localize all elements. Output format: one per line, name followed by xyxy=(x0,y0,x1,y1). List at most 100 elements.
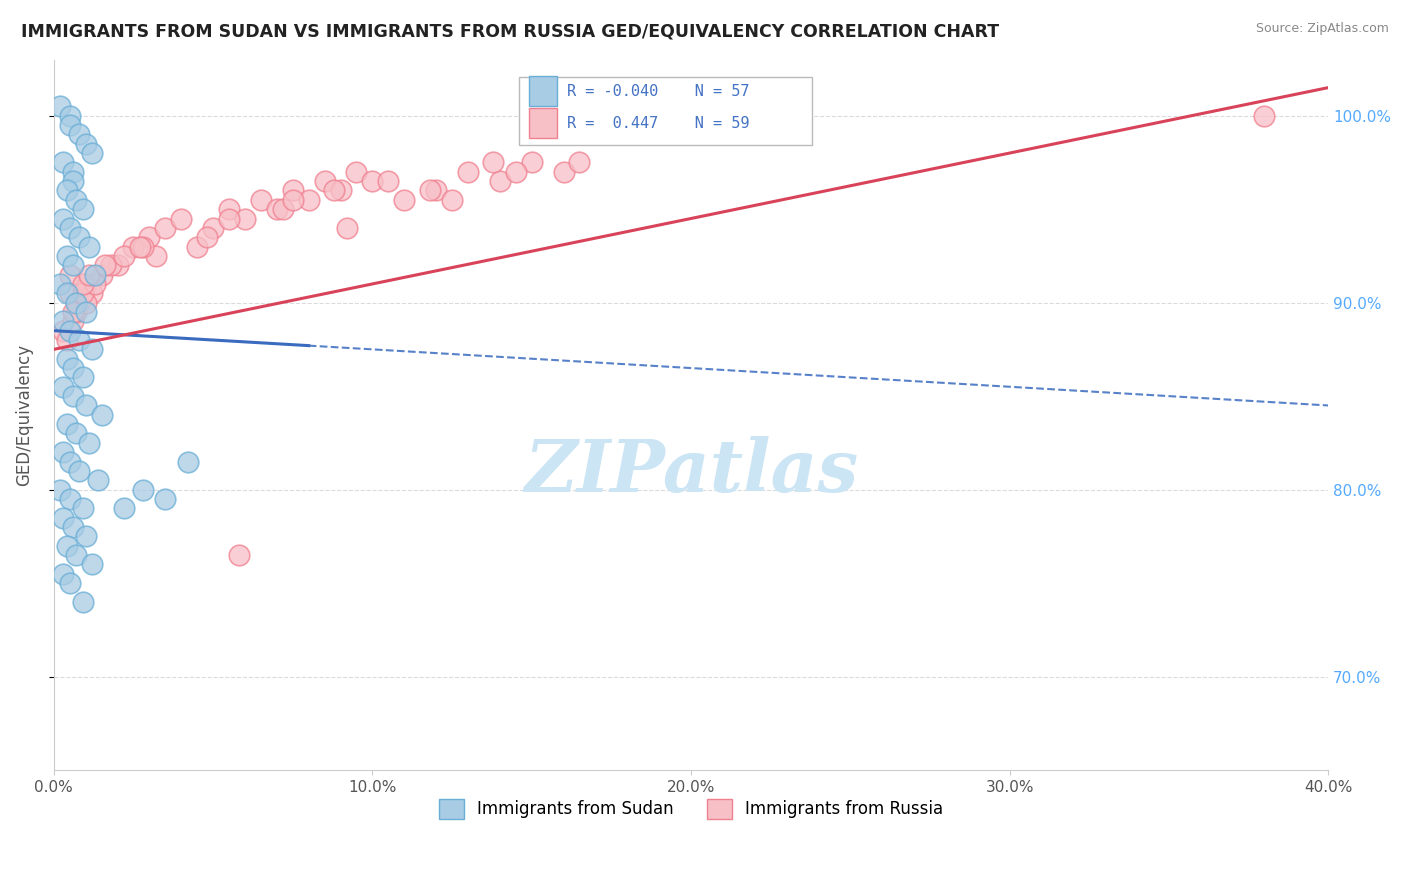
Point xyxy=(80,286,103,301)
Point xyxy=(75,529,97,543)
Point xyxy=(65,305,87,319)
Point xyxy=(55,249,77,263)
Point xyxy=(138,230,160,244)
Point xyxy=(65,295,87,310)
Point xyxy=(72,277,94,291)
Point xyxy=(75,136,97,151)
Point xyxy=(489,174,512,188)
Text: IMMIGRANTS FROM SUDAN VS IMMIGRANTS FROM RUSSIA GED/EQUIVALENCY CORRELATION CHAR: IMMIGRANTS FROM SUDAN VS IMMIGRANTS FROM… xyxy=(21,22,1000,40)
FancyBboxPatch shape xyxy=(529,76,557,106)
Text: R =  0.447    N = 59: R = 0.447 N = 59 xyxy=(568,116,749,131)
Point xyxy=(336,220,359,235)
Point xyxy=(186,239,208,253)
Point xyxy=(520,155,543,169)
Point xyxy=(65,426,87,441)
Point xyxy=(55,539,77,553)
Point xyxy=(55,351,77,366)
Point xyxy=(67,333,90,347)
Text: Source: ZipAtlas.com: Source: ZipAtlas.com xyxy=(1256,22,1389,36)
Point xyxy=(75,277,97,291)
Point xyxy=(176,454,198,468)
Point xyxy=(505,165,527,179)
Point xyxy=(218,202,240,216)
Point xyxy=(62,389,84,403)
Point xyxy=(59,491,82,506)
Point xyxy=(87,473,110,487)
Point xyxy=(132,239,155,253)
Point xyxy=(55,417,77,432)
Point xyxy=(122,239,145,253)
Text: ZIPatlas: ZIPatlas xyxy=(524,436,858,508)
Point xyxy=(170,211,193,226)
Point xyxy=(80,146,103,161)
Point xyxy=(67,295,90,310)
Point xyxy=(59,576,82,591)
Point xyxy=(62,361,84,376)
Point xyxy=(62,258,84,272)
Point xyxy=(72,595,94,609)
Point xyxy=(59,324,82,338)
Point xyxy=(90,268,112,282)
Point xyxy=(394,193,416,207)
Point xyxy=(323,184,346,198)
Point xyxy=(329,184,352,198)
FancyBboxPatch shape xyxy=(529,108,557,137)
Point xyxy=(77,435,100,450)
Point xyxy=(457,165,479,179)
Point xyxy=(62,174,84,188)
Point xyxy=(59,454,82,468)
Point xyxy=(62,520,84,534)
Point xyxy=(314,174,336,188)
Point xyxy=(77,239,100,253)
Point xyxy=(65,193,87,207)
Point xyxy=(55,184,77,198)
Point xyxy=(52,155,75,169)
Point xyxy=(155,491,177,506)
Legend: Immigrants from Sudan, Immigrants from Russia: Immigrants from Sudan, Immigrants from R… xyxy=(432,792,950,826)
Point xyxy=(128,239,150,253)
Point xyxy=(482,155,505,169)
Point xyxy=(90,408,112,422)
Point xyxy=(62,314,84,328)
Point xyxy=(49,99,72,113)
Point xyxy=(94,258,117,272)
Point xyxy=(250,193,273,207)
Point xyxy=(145,249,167,263)
Text: R = -0.040    N = 57: R = -0.040 N = 57 xyxy=(568,84,749,99)
Point xyxy=(155,220,177,235)
Point xyxy=(55,333,77,347)
Point xyxy=(62,305,84,319)
Point xyxy=(72,286,94,301)
Point xyxy=(52,380,75,394)
Point xyxy=(52,314,75,328)
Point xyxy=(67,128,90,142)
Point xyxy=(346,165,368,179)
Point xyxy=(59,109,82,123)
Point xyxy=(49,277,72,291)
Point xyxy=(59,268,82,282)
FancyBboxPatch shape xyxy=(519,78,813,145)
Point xyxy=(425,184,447,198)
Point xyxy=(281,184,304,198)
Point xyxy=(52,510,75,524)
Point xyxy=(568,155,591,169)
Point xyxy=(72,370,94,384)
Point xyxy=(72,202,94,216)
Point xyxy=(112,501,135,516)
Point xyxy=(59,118,82,132)
Point xyxy=(419,184,441,198)
Point xyxy=(62,165,84,179)
Point xyxy=(49,483,72,497)
Point xyxy=(100,258,122,272)
Y-axis label: GED/Equivalency: GED/Equivalency xyxy=(15,343,32,486)
Point xyxy=(84,277,107,291)
Point xyxy=(67,464,90,478)
Point xyxy=(553,165,575,179)
Point xyxy=(59,220,82,235)
Point xyxy=(132,483,155,497)
Point xyxy=(65,548,87,562)
Point xyxy=(107,258,129,272)
Point xyxy=(266,202,288,216)
Point xyxy=(52,211,75,226)
Point xyxy=(202,220,225,235)
